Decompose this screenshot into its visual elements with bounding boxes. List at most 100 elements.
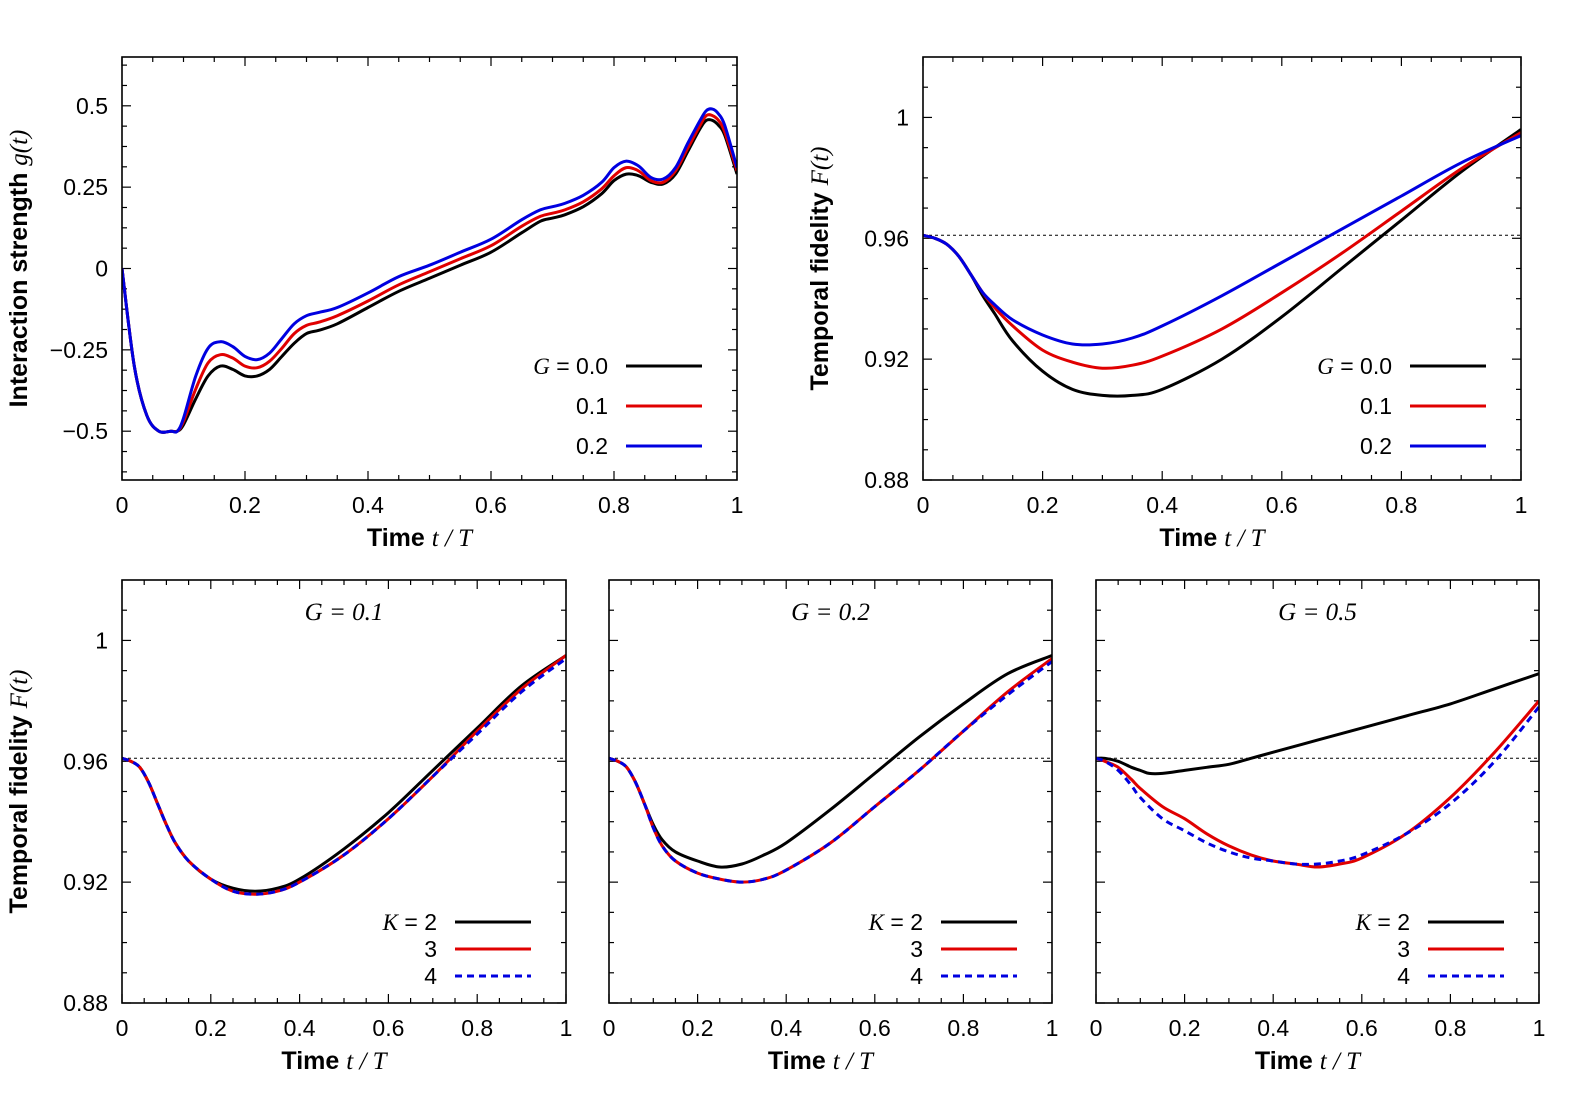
x-tick-label: 0.8 [1385,492,1417,518]
series-group [609,654,1052,884]
legend-item-4: 4 [424,963,531,989]
x-tick-label: 0.6 [372,1015,404,1041]
legend-item-0.0: G = 0.0 [1317,353,1486,379]
legend-label: 4 [1397,963,1410,989]
y-tick-label: 0.88 [63,990,108,1016]
y-axis-label-math: g(t) [6,130,33,166]
ticks [608,580,1053,1004]
x-tick-label: 0 [603,1015,616,1041]
x-tick-label: 0.2 [1027,492,1059,518]
x-axis-label-math: t / T [1320,1048,1362,1075]
y-tick-label: 0.92 [864,346,909,372]
x-axis-label-math: t / T [833,1048,875,1075]
x-tick-label: 0.2 [682,1015,714,1041]
panel-c: 0 0.2 0.4 0.6 0.8 1 0.88 0.92 0.96 1 Time t / T Tem… [5,579,573,1075]
legend-item-2: K = 2 [1355,909,1504,935]
legend-label: 4 [424,963,437,989]
legend-item-0.2: 0.2 [576,433,702,459]
legend-label: 0.2 [576,433,608,459]
ticks [121,57,738,480]
legend-label: K = 2 [868,909,923,935]
series-line-0.0 [923,128,1521,398]
legend-title-math: K [382,910,400,935]
y-tick-label: 0.96 [63,748,108,774]
x-tick-label: 0.4 [1146,492,1178,518]
legend-item-0.1: 0.1 [1360,393,1486,419]
series-group [1096,672,1539,869]
series-line-0.0 [122,118,737,434]
legend-item-0.2: 0.2 [1360,433,1486,459]
y-axis-label: Temporal fidelity F(t) [5,669,33,913]
x-axis-label-math: t / T [432,525,474,552]
legend-label: G = 0.0 [533,353,608,379]
legend-item-3: 3 [424,936,531,962]
ticks [922,57,1522,481]
x-tick-label: 1 [1046,1015,1059,1041]
series-line-3 [609,657,1052,884]
legend-equals: = 0.0 [1334,353,1392,379]
x-tick-label: 0.6 [1266,492,1298,518]
x-axis-label-math: t / T [1224,525,1266,552]
x-tick-label: 1 [560,1015,573,1041]
legend-item-0.1: 0.1 [576,393,702,419]
x-axis-label: Time t / T [1255,1047,1362,1075]
panel-e: 0 0.2 0.4 0.6 0.8 1 Time t / T G = 0.5 K = 234 [1090,579,1546,1075]
legend-label: 0.1 [576,393,608,419]
panel-title: G = 0.2 [791,599,870,626]
x-axis-label: Time t / T [367,524,474,552]
legend-label: 3 [910,936,923,962]
legend-label: 0.2 [1360,433,1392,459]
x-tick-label: 0.2 [195,1015,227,1041]
series-line-2 [609,654,1052,869]
series-line-2 [1096,672,1539,776]
x-tick-label: 0.2 [229,492,261,518]
y-tick-label: 1 [896,104,909,130]
legend-item-3: 3 [1397,936,1504,962]
x-tick-label: 0.8 [598,492,630,518]
y-tick-label: 0.88 [864,467,909,493]
x-tick-label: 0.2 [1169,1015,1201,1041]
legend-label: 0.1 [1360,393,1392,419]
x-tick-label: 0.8 [461,1015,493,1041]
y-tick-label: 0.92 [63,869,108,895]
x-tick-label: 0 [116,1015,129,1041]
legend-item-2: K = 2 [382,909,531,935]
panel-title: G = 0.1 [305,599,384,626]
y-tick-label: 0 [95,256,108,282]
series-line-3 [122,654,566,896]
panel-a: 0 0.2 0.4 0.6 0.8 1 −0.5 −0.25 0 0.25 0.5 Time t / … [5,56,743,552]
x-tick-label: 1 [1533,1015,1546,1041]
panel-d: 0 0.2 0.4 0.6 0.8 1 Time t / T G = 0.2 K = 234 [603,579,1059,1075]
legend-label: G = 0.0 [1317,353,1392,379]
series-group [923,128,1521,398]
panel-b: 0 0.2 0.4 0.6 0.8 1 0.88 0.92 0.96 1 Time t / T Tem… [806,56,1528,552]
legend-item-4: 4 [1397,963,1504,989]
legend-label: 3 [1397,936,1410,962]
ticks [1095,580,1540,1004]
panel-title: G = 0.5 [1278,599,1357,626]
legend-title-math: K [868,910,886,935]
plot-frame [1095,579,1540,1004]
x-tick-label: 1 [1515,492,1528,518]
y-axis-label: Interaction strength g(t) [5,130,33,408]
legend-equals: = 2 [398,909,437,935]
y-tick-label: 0.96 [864,225,909,251]
series-group [122,654,566,896]
plot-frame [121,56,738,481]
y-tick-label: 1 [95,627,108,653]
series-line-0.2 [122,107,737,434]
legend-item-3: 3 [910,936,1017,962]
legend-label: K = 2 [1355,909,1410,935]
y-tick-label: −0.5 [63,418,108,444]
series-line-4 [609,660,1052,884]
legend-equals: = 2 [1371,909,1410,935]
legend-title-math: K [1355,910,1373,935]
x-axis-label: Time t / T [1159,524,1266,552]
x-tick-label: 0 [1090,1015,1103,1041]
series-line-4 [1096,705,1539,866]
series-group [122,107,737,434]
x-tick-label: 0.6 [1346,1015,1378,1041]
x-tick-label: 0.8 [1434,1015,1466,1041]
y-axis-label: Temporal fidelity F(t) [806,146,834,390]
